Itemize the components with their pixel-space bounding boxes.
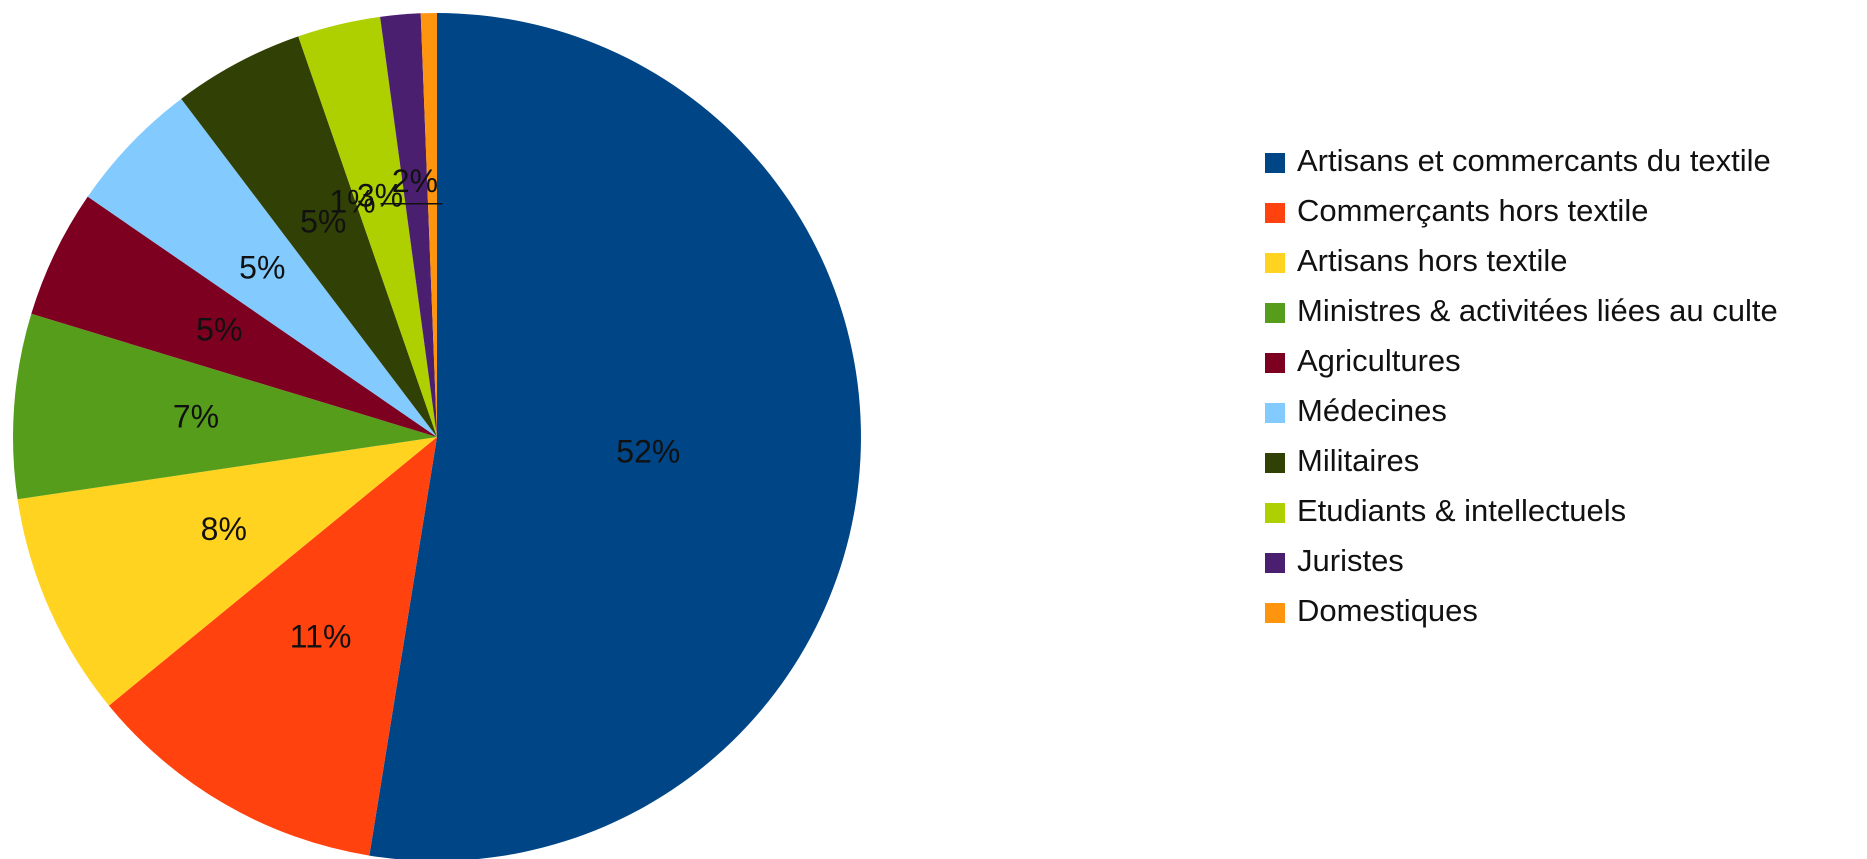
pie-slice — [87, 98, 437, 437]
legend-swatch — [1265, 153, 1285, 173]
slice-label: 2% — [392, 163, 438, 199]
pie-slice — [181, 36, 437, 437]
slice-label: 11% — [290, 619, 352, 655]
legend-swatch — [1265, 503, 1285, 523]
legend-label: Militaires — [1297, 443, 1419, 478]
legend-label: Agricultures — [1297, 343, 1461, 378]
legend-label: Artisans et commercants du textile — [1297, 143, 1771, 178]
slice-label: 52% — [616, 433, 680, 469]
legend-label: Commerçants hors textile — [1297, 193, 1648, 228]
slice-label: 8% — [201, 511, 247, 547]
legend-swatch — [1265, 303, 1285, 323]
pie-slice — [369, 13, 861, 859]
slice-label: 1% — [329, 183, 375, 219]
legend-label: Juristes — [1297, 543, 1404, 578]
legend-swatch — [1265, 353, 1285, 373]
slice-label: 7% — [173, 399, 219, 435]
pie-slice — [380, 13, 437, 438]
slice-label: 5% — [239, 249, 285, 285]
legend-label: Etudiants & intellectuels — [1297, 493, 1626, 528]
legend-label: Domestiques — [1297, 593, 1478, 628]
pie-slice — [298, 16, 437, 438]
legend-swatch — [1265, 553, 1285, 573]
pie-slice — [108, 437, 438, 856]
slice-label: 5% — [196, 312, 242, 348]
pie-slice — [31, 196, 438, 437]
legend-label: Artisans hors textile — [1297, 243, 1568, 278]
legend-label: Médecines — [1297, 393, 1447, 428]
legend-swatch — [1265, 403, 1285, 423]
slice-label: 5% — [300, 203, 346, 239]
legend-swatch — [1265, 603, 1285, 623]
slice-label: 3% — [357, 177, 403, 213]
pie-slice — [420, 12, 437, 437]
legend: Artisans et commercants du textile Commer… — [1265, 143, 1778, 628]
legend-swatch — [1265, 203, 1285, 223]
pie-slice — [17, 437, 437, 706]
legend-swatch — [1265, 453, 1285, 473]
legend-swatch — [1265, 253, 1285, 273]
legend-label: Ministres & activitées liées au culte — [1297, 293, 1778, 328]
pie-slice — [13, 313, 438, 500]
slice-labels: 52% 11% 8% 7% 5% 5% 5% 3%2% 1% — [173, 163, 680, 654]
pie-slices — [13, 12, 861, 859]
